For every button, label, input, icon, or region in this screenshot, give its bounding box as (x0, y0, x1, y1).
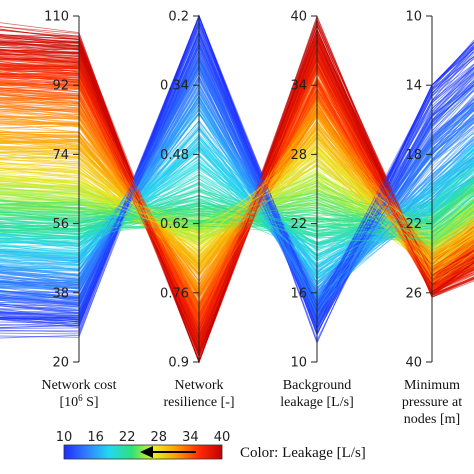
tick-label: 28 (290, 148, 307, 163)
tick-label: 20 (52, 356, 69, 371)
pareto-solution-line (0, 199, 474, 243)
tick-label: 38 (52, 286, 69, 301)
pareto-solution-line (0, 148, 474, 272)
axis-title: Background (283, 378, 351, 393)
axis-network-cost: 110 92 74 56 38 20 Network cost[106 S] (41, 10, 116, 411)
tick-label: 0.76 (160, 286, 189, 301)
pareto-solution-line (0, 198, 474, 235)
tick-label: 0.34 (160, 79, 189, 94)
axis-title: Network (175, 378, 224, 393)
axis-title: leakage [L/s] (280, 395, 353, 410)
colorbar: 10 16 22 28 34 40 Color: Leakage [L/s] (56, 430, 366, 461)
colorbar-tick-label: 34 (182, 430, 199, 445)
pareto-solution-line (0, 144, 474, 262)
pareto-solution-line (0, 69, 474, 306)
axis-network-resilience: 0.2 0.34 0.48 0.62 0.76 0.9 Network resilience … (160, 10, 235, 411)
pareto-solution-line (0, 65, 474, 324)
pareto-solution-line (0, 195, 474, 237)
tick-label: 16 (290, 286, 307, 301)
axis-minimum-pressure: 10 14 18 22 26 40 Minimum pressure at nodes [m] (402, 10, 462, 428)
tick-label: 0.62 (160, 217, 189, 232)
pareto-solution-line (0, 104, 474, 301)
tick-label: 0.48 (160, 148, 189, 163)
axis-title: resilience [-] (163, 395, 234, 410)
pareto-solution-line (0, 152, 474, 256)
tick-label: 10 (405, 10, 422, 25)
tick-label: 10 (290, 356, 307, 371)
pareto-solution-line (0, 82, 474, 308)
tick-label: 22 (290, 217, 307, 232)
pareto-solution-line (0, 61, 474, 296)
pareto-solution-line (0, 14, 474, 319)
tick-label: 40 (290, 10, 307, 25)
tick-label: 40 (405, 356, 422, 371)
pareto-solution-line (0, 23, 474, 361)
axis-background-leakage: 40 34 28 22 16 10 Background leakage [L/s] (280, 10, 353, 411)
pareto-solution-line (0, 91, 474, 313)
pareto-solution-line (0, 202, 474, 237)
colorbar-title: Color: Leakage [L/s] (240, 445, 366, 461)
pareto-solution-line (0, 182, 474, 245)
colorbar-tick-label: 16 (87, 430, 104, 445)
tick-label: 26 (405, 286, 422, 301)
polylines-layer (0, 14, 474, 364)
arrow-left-icon (140, 446, 153, 458)
colorbar-tick-label: 22 (119, 430, 136, 445)
pareto-solution-line (0, 167, 474, 237)
colorbar-tick-label: 40 (214, 430, 231, 445)
tick-label: 56 (52, 217, 69, 232)
pareto-solution-line (0, 66, 474, 349)
pareto-solution-line (0, 182, 474, 244)
colorbar-tick-label: 10 (56, 430, 73, 445)
axis-title: Network cost (41, 378, 116, 393)
axis-title: nodes [m] (404, 412, 460, 427)
tick-label: 0.2 (168, 10, 189, 25)
axis-title: [106 S] (59, 393, 98, 410)
tick-label: 14 (405, 79, 422, 94)
pareto-solution-line (0, 65, 474, 310)
pareto-solution-line (0, 37, 474, 314)
pareto-solution-line (0, 164, 474, 268)
pareto-solution-line (0, 154, 474, 241)
tick-label: 0.9 (168, 356, 189, 371)
axis-title: Minimum (404, 378, 460, 393)
pareto-solution-line (0, 31, 474, 323)
tick-label: 92 (52, 79, 69, 94)
pareto-solution-line (0, 46, 474, 315)
pareto-solution-line (0, 14, 474, 356)
axis-title: pressure at (402, 395, 462, 410)
pareto-solution-line (0, 57, 474, 309)
tick-label: 74 (52, 148, 69, 163)
tick-label: 110 (44, 10, 69, 25)
tick-label: 18 (405, 148, 422, 163)
tick-label: 34 (290, 79, 307, 94)
tick-label: 22 (405, 217, 422, 232)
colorbar-tick-label: 28 (151, 430, 168, 445)
